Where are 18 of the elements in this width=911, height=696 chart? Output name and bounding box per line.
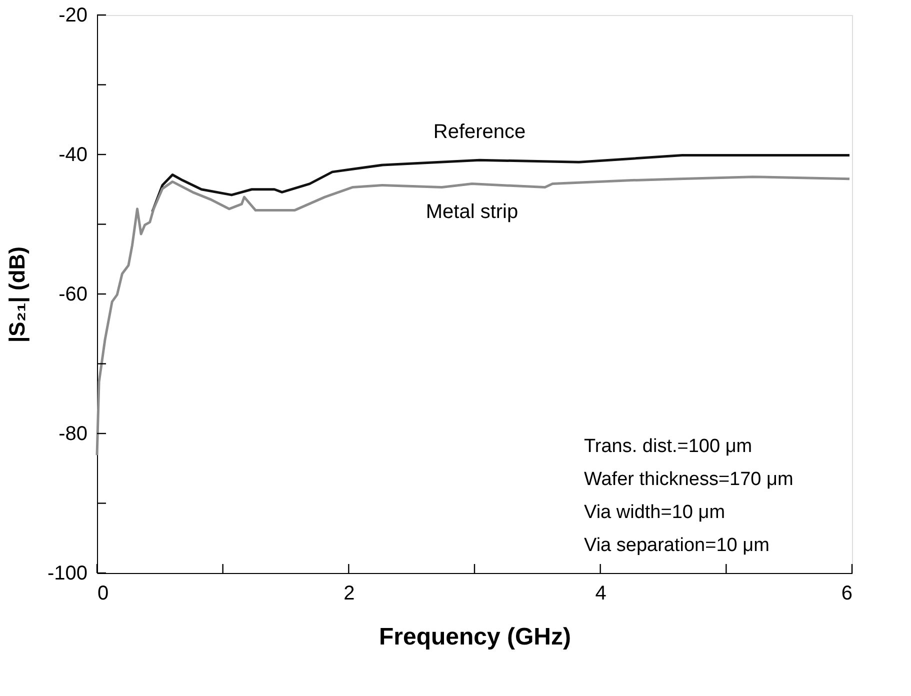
line-series (96, 176, 851, 456)
annotation: Via width=10 μm (584, 502, 726, 523)
x-tick-label: 6 (841, 582, 852, 604)
y-tick-label: -80 (58, 423, 88, 445)
x-axis-title: Frequency (GHz) (378, 624, 572, 650)
annotation: Via separation=10 μm (584, 535, 770, 556)
y-axis-title: |S₂₁| (dB) (4, 246, 30, 342)
x-tick-label: 2 (344, 582, 355, 604)
y-tick-label: -60 (58, 284, 88, 306)
y-tick-label: -40 (58, 144, 88, 166)
annotation: Trans. dist.=100 μm (584, 436, 752, 457)
x-tick-label: 4 (595, 582, 606, 604)
y-tick-label: -20 (58, 4, 88, 26)
annotation: Wafer thickness=170 μm (584, 469, 794, 490)
series-label: Reference (433, 121, 526, 144)
x-tick-label: 0 (98, 582, 109, 604)
y-tick-label: -100 (47, 562, 88, 584)
series-label: Metal strip (426, 200, 518, 223)
